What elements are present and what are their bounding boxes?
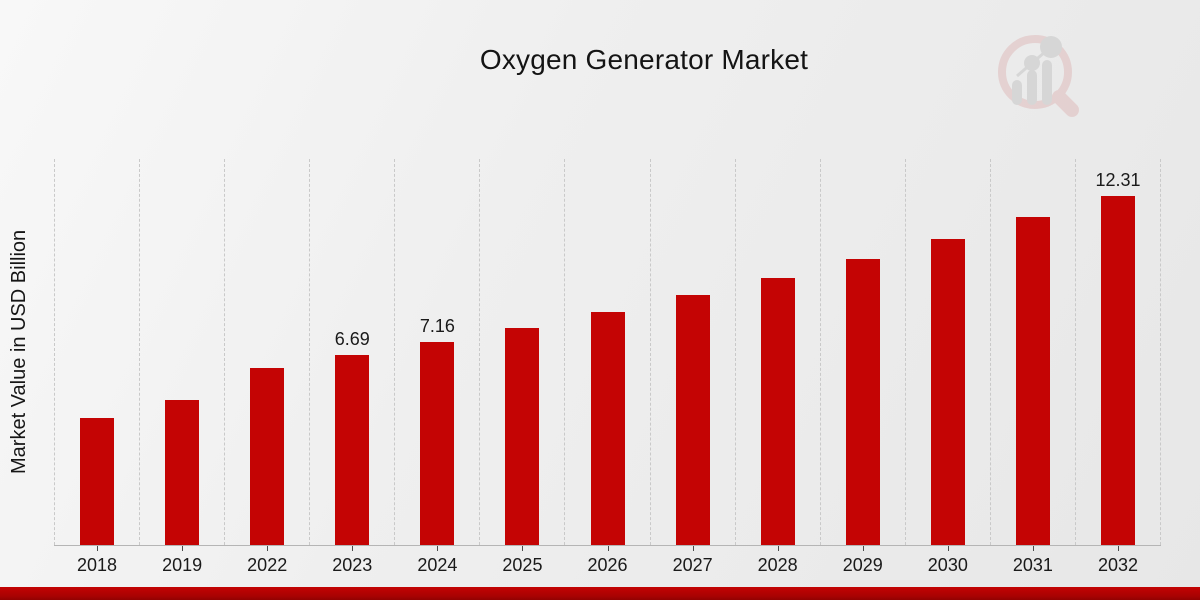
x-axis-label-2031: 2031 — [1012, 555, 1053, 575]
x-axis-label-2029: 2029 — [842, 555, 883, 575]
bar-2030 — [930, 239, 965, 545]
bar-2027 — [675, 295, 710, 545]
x-axis-tick-2024 — [437, 546, 439, 551]
x-axis-tick-2023 — [352, 546, 354, 551]
bar-2025 — [505, 328, 540, 545]
category-slot-2031: 2031 — [989, 159, 1075, 575]
x-axis-label-2028: 2028 — [757, 555, 798, 575]
bar-2026 — [590, 312, 625, 545]
x-axis-tick-2028 — [777, 546, 779, 551]
bar-2031 — [1015, 217, 1050, 545]
x-axis-tick-2032 — [1117, 546, 1119, 551]
category-slot-2026: 2026 — [564, 159, 649, 575]
plot-area: 2018 2019 2022 6.69 2023 7.16 2024 2025 2026 2027… — [54, 159, 1162, 575]
x-axis-tick-2018 — [97, 546, 99, 551]
y-axis-title: Market Value in USD Billion — [8, 229, 30, 475]
x-axis-label-2022: 2022 — [247, 555, 288, 575]
x-axis-label-2027: 2027 — [672, 555, 713, 575]
x-axis-label-2032: 2032 — [1097, 555, 1138, 575]
category-slot-2027: 2027 — [649, 159, 735, 575]
bar-2024 — [420, 342, 455, 545]
x-axis-label-2023: 2023 — [332, 555, 373, 575]
bar-2019 — [165, 400, 200, 545]
x-axis-tick-2022 — [267, 546, 269, 551]
bar-2018 — [80, 418, 115, 545]
x-axis-label-2024: 2024 — [417, 555, 458, 575]
bar-2029 — [845, 259, 880, 545]
x-axis-label-2030: 2030 — [927, 555, 968, 575]
category-slot-2022: 2022 — [224, 159, 309, 575]
x-axis-tick-2031 — [1032, 546, 1034, 551]
category-slot-2029: 2029 — [819, 159, 905, 575]
x-axis-tick-2026 — [607, 546, 609, 551]
chart-title: Oxygen Generator Market — [479, 44, 809, 75]
x-axis-label-2026: 2026 — [587, 555, 628, 575]
x-axis-tick-2025 — [522, 546, 524, 551]
category-slot-2025: 2025 — [479, 159, 564, 575]
bar-value-label-2032: 12.31 — [1095, 170, 1141, 190]
x-axis-tick-2029 — [862, 546, 864, 551]
x-axis-label-2025: 2025 — [502, 555, 543, 575]
x-axis-label-2019: 2019 — [162, 555, 203, 575]
bar-value-label-2023: 6.69 — [334, 329, 370, 349]
bar-value-label-2024: 7.16 — [419, 316, 455, 336]
footer-accent-bar — [0, 587, 1200, 600]
x-axis-tick-2019 — [182, 546, 184, 551]
category-slot-2019: 2019 — [139, 159, 224, 575]
bar-2028 — [760, 278, 795, 545]
x-axis-tick-2027 — [692, 546, 694, 551]
x-axis-label-2018: 2018 — [77, 555, 118, 575]
category-slot-2030: 2030 — [904, 159, 990, 575]
bar-2023 — [335, 355, 370, 545]
category-slot-2028: 2028 — [734, 159, 820, 575]
bar-2022 — [250, 368, 285, 545]
category-slot-2018: 2018 — [54, 159, 139, 575]
magnifier-bar-chart-logo-icon — [998, 35, 1079, 117]
category-slot-2024: 7.16 2024 — [394, 159, 479, 575]
category-slot-2023: 6.69 2023 — [309, 159, 394, 575]
category-slot-2032: 12.31 2032 — [1074, 159, 1162, 575]
x-axis-tick-2030 — [947, 546, 949, 551]
bar-2032 — [1100, 196, 1135, 545]
